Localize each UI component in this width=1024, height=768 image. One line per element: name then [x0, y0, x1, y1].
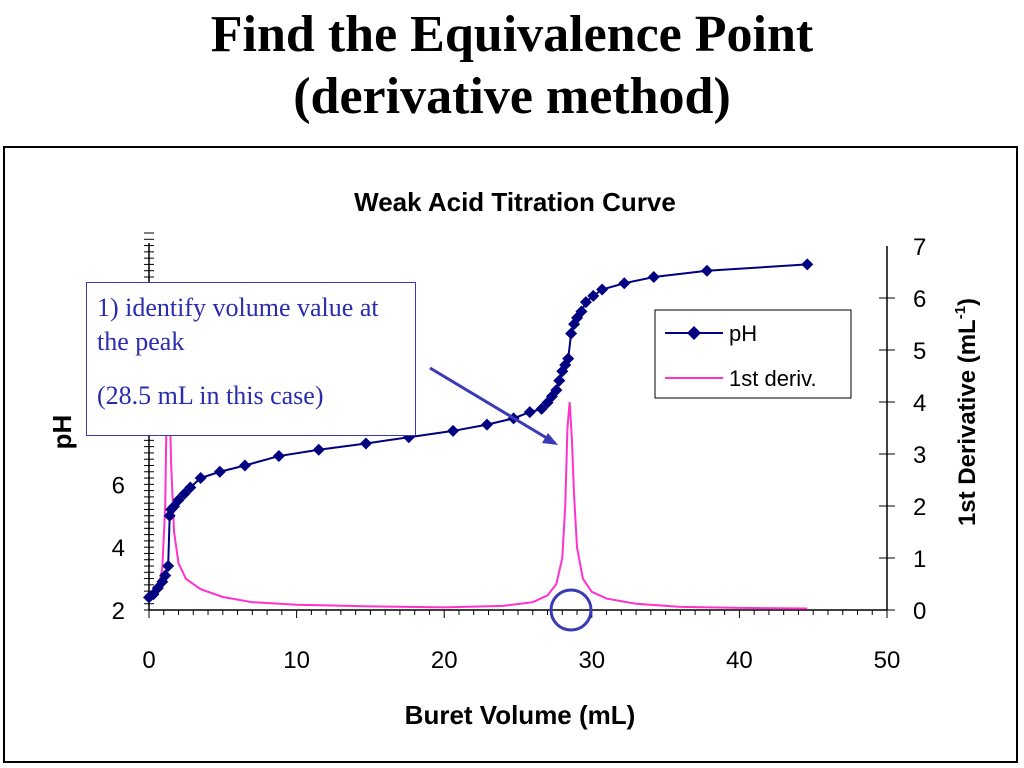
chart-title: Weak Acid Titration Curve — [354, 187, 676, 217]
x-tick-label: 20 — [431, 647, 458, 674]
ph-point — [523, 406, 536, 419]
ph-point — [618, 277, 631, 290]
ph-point — [156, 575, 169, 588]
ph-point — [575, 305, 588, 318]
legend: pH 1st deriv. — [654, 309, 852, 399]
callout-line1: 1) identify volume value at the peak — [97, 293, 379, 356]
y-right-tick-label: 7 — [913, 234, 926, 261]
legend-ph-label: pH — [729, 321, 757, 346]
ph-point — [184, 481, 197, 494]
ph-point — [535, 402, 548, 415]
y-axis-right-label-main: 1st Derivative (mL — [954, 319, 981, 526]
y-right-tick-label: 6 — [913, 286, 926, 313]
chart-frame: Weak Acid Titration Curve pH 1st Derivat… — [3, 146, 1018, 763]
legend-ph-marker — [687, 326, 701, 340]
titration-chart: Weak Acid Titration Curve pH 1st Derivat… — [47, 187, 981, 730]
ph-point — [647, 270, 660, 283]
y-left-tick-label: 2 — [112, 598, 125, 625]
ph-point — [562, 352, 575, 365]
ph-point — [579, 296, 592, 309]
x-tick-label: 0 — [142, 647, 155, 674]
y-right-tick-label: 5 — [913, 338, 926, 365]
ph-point — [553, 374, 566, 387]
ph-point — [312, 443, 325, 456]
callout-box: 1) identify volume value at the peak (28… — [86, 282, 416, 436]
ph-point — [700, 264, 713, 277]
ph-point — [213, 465, 226, 478]
y-right-tick-label: 0 — [913, 598, 926, 625]
ph-point — [194, 472, 207, 485]
ph-point — [238, 459, 251, 472]
callout-line2: (28.5 mL in this case) — [97, 381, 324, 410]
callout-arrow — [429, 366, 556, 445]
y-axis-right-label-close: ) — [954, 298, 981, 306]
y-left-tick-label: 6 — [112, 472, 125, 499]
ph-point — [565, 327, 578, 340]
y-axis-left-label: pH — [47, 415, 77, 450]
equivalence-point-marker — [549, 588, 593, 632]
ph-point — [151, 582, 164, 595]
ph-point — [447, 424, 460, 437]
y-right-tick-label: 1 — [913, 546, 926, 573]
legend-deriv-label: 1st deriv. — [729, 366, 817, 391]
y-right-tick-label: 4 — [913, 390, 926, 417]
x-tick-label: 10 — [283, 647, 310, 674]
y-left-tick-label: 4 — [112, 535, 125, 562]
x-axis-label: Buret Volume (mL) — [405, 700, 636, 730]
slide-title-line2: (derivative method) — [293, 68, 731, 125]
y-axis-right-label-sup: -1 — [952, 306, 969, 319]
ph-point — [272, 450, 285, 463]
ph-point — [178, 487, 191, 500]
ph-point — [801, 258, 814, 271]
ph-point — [159, 569, 172, 582]
ph-point — [147, 588, 160, 601]
legend-box — [654, 309, 852, 399]
y-right-tick-label: 3 — [913, 442, 926, 469]
slide-title-line1: Find the Equivalence Point — [210, 6, 814, 63]
x-tick-label: 30 — [578, 647, 605, 674]
ph-point — [162, 560, 175, 573]
ph-point — [359, 437, 372, 450]
ph-point — [596, 283, 609, 296]
x-tick-label: 40 — [726, 647, 753, 674]
ph-point — [172, 494, 185, 507]
callout-arrowhead — [542, 433, 558, 445]
ph-point — [481, 418, 494, 431]
x-tick-label: 50 — [874, 647, 901, 674]
slide-title: Find the Equivalence Point (derivative m… — [0, 4, 1024, 128]
y-axis-right-label: 1st Derivative (mL-1) — [952, 298, 981, 526]
ph-point — [587, 289, 600, 302]
ph-point — [550, 384, 563, 397]
series-layer — [143, 258, 814, 610]
y-right-tick-label: 2 — [913, 494, 926, 521]
